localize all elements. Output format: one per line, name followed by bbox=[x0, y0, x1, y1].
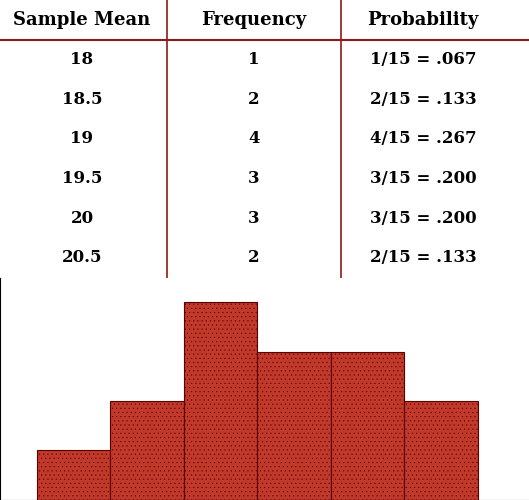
Text: 18: 18 bbox=[70, 51, 94, 68]
Text: 18.5: 18.5 bbox=[62, 90, 102, 108]
Bar bbox=[404, 402, 478, 500]
Text: 1/15 = .067: 1/15 = .067 bbox=[370, 51, 477, 68]
Text: 3: 3 bbox=[248, 210, 260, 227]
Bar bbox=[110, 402, 184, 500]
Bar bbox=[184, 302, 257, 500]
Text: 19.5: 19.5 bbox=[62, 170, 102, 187]
Text: 4/15 = .267: 4/15 = .267 bbox=[370, 130, 477, 148]
Text: Frequency: Frequency bbox=[202, 11, 306, 29]
Bar bbox=[331, 352, 404, 500]
Bar bbox=[257, 352, 331, 500]
Text: 1: 1 bbox=[248, 51, 260, 68]
Bar bbox=[37, 450, 110, 500]
Text: 3: 3 bbox=[248, 170, 260, 187]
Text: 2: 2 bbox=[248, 90, 260, 108]
Text: Sample Mean: Sample Mean bbox=[13, 11, 151, 29]
Text: Probability: Probability bbox=[368, 11, 479, 29]
Text: 4: 4 bbox=[248, 130, 260, 148]
Text: 19: 19 bbox=[70, 130, 94, 148]
Text: 3/15 = .200: 3/15 = .200 bbox=[370, 210, 477, 227]
Text: 20: 20 bbox=[70, 210, 94, 227]
Text: 3/15 = .200: 3/15 = .200 bbox=[370, 170, 477, 187]
Text: 2: 2 bbox=[248, 250, 260, 266]
Text: 2/15 = .133: 2/15 = .133 bbox=[370, 90, 477, 108]
Text: 20.5: 20.5 bbox=[62, 250, 102, 266]
Text: 2/15 = .133: 2/15 = .133 bbox=[370, 250, 477, 266]
